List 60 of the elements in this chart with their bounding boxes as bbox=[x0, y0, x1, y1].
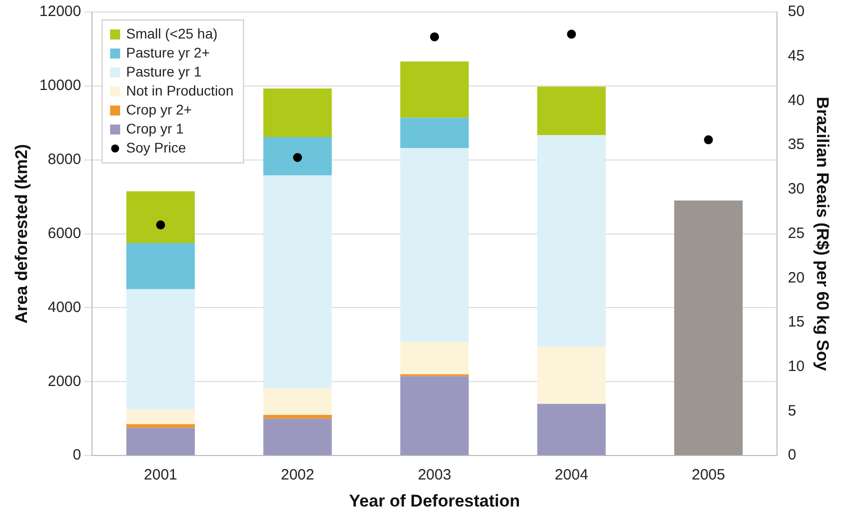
bar bbox=[126, 191, 195, 244]
x-tick-label: 2002 bbox=[280, 466, 314, 484]
y-tick-label: 8000 bbox=[48, 151, 82, 168]
y2-tick-label: 5 bbox=[788, 402, 796, 420]
y2-tick-label: 20 bbox=[788, 269, 805, 286]
point bbox=[430, 32, 440, 42]
bar bbox=[126, 428, 195, 456]
bar bbox=[126, 289, 195, 410]
y2-tick-label: 10 bbox=[788, 358, 805, 376]
bar bbox=[263, 388, 332, 415]
bar bbox=[263, 136, 332, 176]
bar bbox=[126, 243, 195, 290]
bar bbox=[126, 424, 195, 428]
y2-tick-label: 50 bbox=[788, 3, 805, 20]
legend-label: Crop yr 2+ bbox=[126, 101, 192, 118]
x-tick-label: 2001 bbox=[144, 466, 178, 484]
bar bbox=[400, 148, 469, 342]
y2-axis-title: Brazilian Reais (R$) per 60 kg Soy bbox=[813, 96, 832, 372]
y-tick-label: 0 bbox=[72, 446, 82, 464]
point bbox=[156, 220, 166, 230]
y-tick-label: 10000 bbox=[39, 77, 82, 94]
bar bbox=[263, 414, 332, 419]
y2-tick-label: 15 bbox=[788, 314, 805, 331]
bar bbox=[674, 200, 743, 456]
y2-tick-label: 30 bbox=[788, 180, 805, 198]
bar bbox=[263, 175, 332, 388]
legend-label: Crop yr 1 bbox=[126, 120, 184, 136]
legend-label: Not in Production bbox=[126, 82, 234, 98]
legend-label: Pasture yr 2+ bbox=[126, 44, 210, 60]
x-axis-title: Year of Deforestation bbox=[349, 491, 520, 510]
y2-tick-label: 40 bbox=[788, 92, 805, 109]
x-tick-label: 2004 bbox=[554, 466, 588, 484]
bar bbox=[537, 135, 606, 347]
x-tick-label: 2003 bbox=[418, 466, 452, 484]
legend-label: Soy Price bbox=[126, 139, 186, 156]
y2-tick-label: 45 bbox=[788, 48, 805, 64]
point bbox=[704, 135, 713, 144]
bar bbox=[400, 118, 469, 148]
bar bbox=[400, 376, 469, 456]
bar bbox=[263, 418, 332, 456]
y2-tick-label: 0 bbox=[788, 446, 796, 464]
point bbox=[293, 153, 302, 162]
bar bbox=[537, 346, 606, 404]
bar bbox=[400, 62, 469, 118]
y-tick-label: 4000 bbox=[48, 298, 82, 316]
y2-tick-label: 25 bbox=[788, 224, 805, 242]
bar bbox=[537, 404, 606, 456]
x-tick-label: 2005 bbox=[692, 466, 726, 484]
legend-label: Pasture yr 1 bbox=[126, 63, 202, 80]
y-axis-title: Area deforested (km2) bbox=[12, 144, 31, 324]
bar bbox=[263, 88, 332, 137]
point bbox=[566, 30, 576, 39]
bar bbox=[400, 342, 469, 374]
y-tick-label: 6000 bbox=[48, 224, 82, 242]
y2-tick-label: 35 bbox=[788, 136, 805, 154]
y-tick-label: 12000 bbox=[39, 3, 82, 20]
legend-label: Small (<25 ha) bbox=[126, 25, 218, 42]
bar bbox=[537, 86, 606, 136]
bar bbox=[126, 409, 195, 424]
y-tick-label: 2000 bbox=[48, 372, 82, 390]
